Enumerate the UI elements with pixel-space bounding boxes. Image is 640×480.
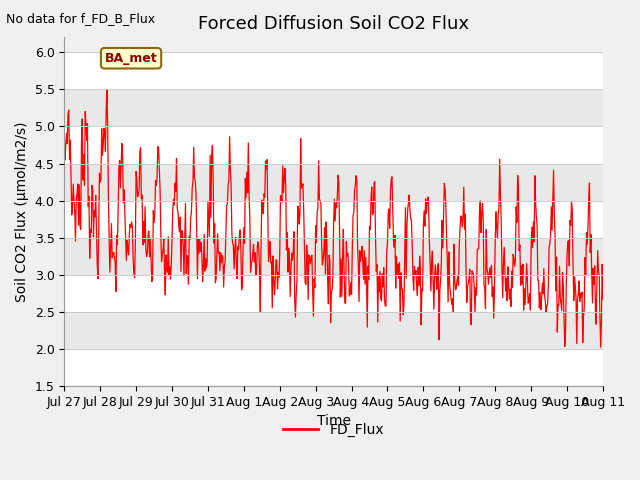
FD_Flux	[378, 271, 386, 276]
Y-axis label: Soil CO2 Flux (μmol/m2/s): Soil CO2 Flux (μmol/m2/s)	[15, 121, 29, 302]
FD_Flux	[597, 344, 605, 350]
Text: No data for f_FD_B_Flux: No data for f_FD_B_Flux	[6, 12, 156, 25]
Bar	[64, 126, 603, 164]
Bar	[64, 238, 603, 275]
FD_Flux	[599, 296, 607, 302]
Text: BA_met: BA_met	[105, 52, 157, 65]
FD_Flux	[550, 212, 558, 218]
Bar	[64, 312, 603, 349]
Bar	[64, 275, 603, 312]
Legend: FD_Flux: FD_Flux	[278, 417, 389, 442]
Bar	[64, 52, 603, 89]
FD_Flux	[179, 242, 187, 248]
Line: FD_Flux: FD_Flux	[64, 89, 603, 347]
FD_Flux	[326, 257, 333, 263]
Title: Forced Diffusion Soil CO2 Flux: Forced Diffusion Soil CO2 Flux	[198, 15, 469, 33]
Bar	[64, 349, 603, 386]
FD_Flux	[203, 265, 211, 271]
Bar	[64, 201, 603, 238]
FD_Flux	[103, 86, 111, 92]
Bar	[64, 164, 603, 201]
X-axis label: Time: Time	[317, 415, 351, 429]
FD_Flux	[431, 262, 439, 268]
Bar	[64, 89, 603, 126]
FD_Flux	[60, 134, 68, 140]
